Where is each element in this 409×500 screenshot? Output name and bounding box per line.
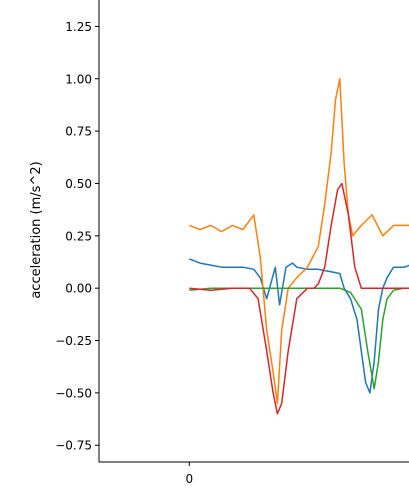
y-tick-label: 0.25 <box>65 229 92 243</box>
y-tick-label: 0.00 <box>65 282 92 296</box>
y-tick-label: 1.00 <box>65 72 92 86</box>
y-tick-label: 1.25 <box>65 20 92 34</box>
x-tick-label: 0 <box>185 472 193 486</box>
y-tick-label: −0.75 <box>55 439 92 453</box>
y-axis-ticks: −0.75 −0.50 −0.25 0.00 0.25 0.50 0.75 1.00 1.25 <box>55 20 99 453</box>
series-line-4 <box>189 182 409 415</box>
series-line-2 <box>189 78 409 405</box>
y-tick-label: 0.75 <box>65 125 92 139</box>
series-line-1 <box>189 258 409 394</box>
plot-area <box>189 78 409 415</box>
y-tick-label: −0.50 <box>55 386 92 400</box>
y-tick-label: 0.50 <box>65 177 92 191</box>
x-axis-ticks: 0 <box>185 462 193 486</box>
y-axis-label: acceleration (m/s^2) <box>29 161 44 298</box>
y-tick-label: −0.25 <box>55 334 92 348</box>
